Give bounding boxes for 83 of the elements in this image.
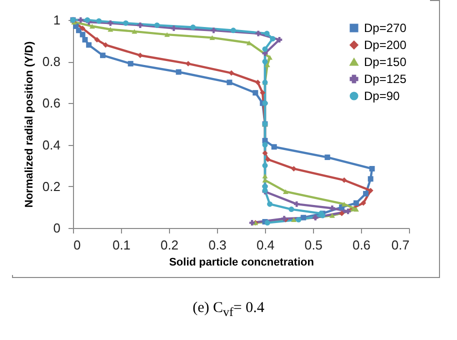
point [291,166,297,172]
point [190,24,196,30]
point [291,217,297,222]
point [230,28,236,34]
point [252,90,258,96]
x-tick-label: 0.1 [112,238,131,252]
x-tick-label: 0.6 [352,238,371,252]
point [154,22,160,28]
point [137,22,143,28]
point [262,162,268,168]
text: (e) C$_{vf}$= 0.4 [192,300,266,320]
y-tick-label: 1 [53,12,60,28]
point [108,20,114,26]
point [176,69,182,75]
y-axis-title: Normalized radial position (Y/D) [23,41,36,208]
x-tick-label: 0.3 [208,238,227,252]
legend-label: Dp=150 [364,55,407,69]
point [209,35,215,40]
point [368,188,374,194]
point [80,32,86,38]
point [329,213,335,218]
point [262,142,268,148]
point [262,58,268,64]
point [256,30,262,36]
point [249,220,255,226]
point [102,42,108,48]
point [226,80,232,86]
x-tick-label: 0.7 [391,238,410,252]
point [267,201,273,207]
legend-label: Dp=90 [364,89,400,103]
y-tick-label: 0 [53,220,60,236]
point [86,42,92,48]
point [137,52,143,58]
point [100,52,106,58]
y-tick-label: 0.8 [42,54,60,70]
point [164,32,170,37]
point [264,220,270,226]
point [264,30,270,36]
point [300,214,306,220]
point [267,55,273,60]
point [78,17,84,23]
point [262,150,268,156]
point [128,60,134,66]
point [262,46,268,52]
legend-label: Dp=200 [364,38,407,52]
point [360,200,366,206]
point [296,216,302,222]
x-tick-label: 0.5 [304,238,323,252]
point [171,26,177,32]
point [123,20,129,26]
point [255,80,261,86]
point [265,156,271,162]
legend-label: Dp=270 [364,21,407,35]
y-tick-label: 0.6 [42,96,60,111]
point [282,189,288,194]
point [210,28,216,34]
x-tick-label: 0 [74,238,81,252]
legend-label: Dp=125 [364,72,407,86]
point [228,70,234,76]
point [262,174,268,178]
x-tick-label: 0.4 [256,238,275,252]
point [80,26,86,32]
point [329,206,335,211]
point [132,29,138,34]
point [288,206,294,212]
point [271,144,277,150]
point [369,166,375,172]
point [368,176,374,182]
x-tick-label: 0.2 [160,238,179,252]
point [96,18,102,24]
point [324,154,330,160]
point [353,206,359,212]
point [276,37,282,42]
x-axis-title: Solid particle concnetration [169,256,314,268]
point [270,36,276,42]
point [89,24,95,29]
y-tick-label: 0.2 [42,178,60,194]
point [339,210,345,216]
point [294,201,300,207]
point [341,202,347,206]
point [353,200,359,206]
point [363,190,369,196]
y-tick-label: 0.4 [42,137,60,152]
